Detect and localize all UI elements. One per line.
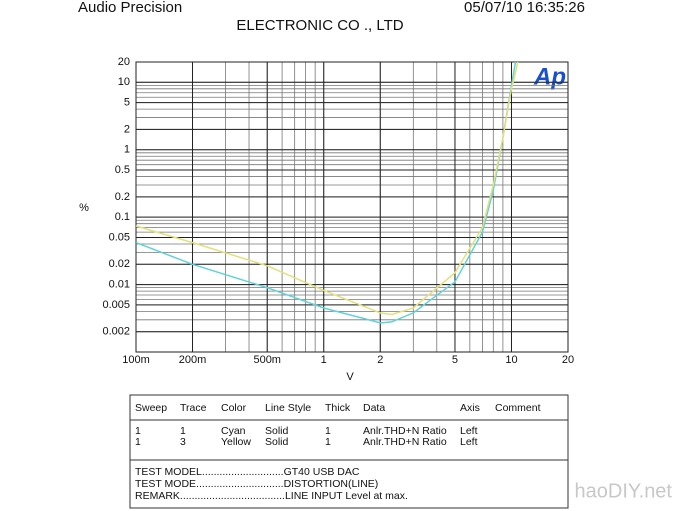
y-tick-label: 0.2 xyxy=(115,191,130,203)
table-cell: 3 xyxy=(180,436,186,448)
y-tick-label: 0.05 xyxy=(109,231,130,243)
x-tick-label: 2 xyxy=(377,354,383,366)
table-header: Axis xyxy=(460,402,480,414)
table-cell: 1 xyxy=(325,436,331,448)
table-cell: Solid xyxy=(265,425,289,437)
x-tick-label: 1 xyxy=(321,354,327,366)
table-cell: Yellow xyxy=(221,436,251,448)
trace xyxy=(135,61,519,316)
y-axis-label: % xyxy=(79,202,89,214)
note: TEST MODE..............................D… xyxy=(135,478,378,490)
plot-border xyxy=(135,61,569,353)
table-cell: Anlr.THD+N Ratio xyxy=(363,425,447,437)
table-cell: 1 xyxy=(135,436,141,448)
x-tick-label: 10 xyxy=(505,354,517,366)
y-tick-label: 0.01 xyxy=(109,278,130,290)
y-tick-label: 0.002 xyxy=(102,326,130,338)
x-tick-label: 20 xyxy=(562,354,574,366)
table-header: Sweep xyxy=(135,402,167,414)
table-header: Trace xyxy=(180,402,207,414)
y-tick-label: 0.005 xyxy=(102,299,130,311)
table-cell: 1 xyxy=(135,425,141,437)
y-tick-label: 2 xyxy=(124,123,130,135)
legend-table: Sweep Trace Color Line Style Thick Data Axis Co… xyxy=(129,394,569,509)
header-left: Audio Precision xyxy=(78,0,182,16)
y-tick-label: 0.5 xyxy=(115,164,130,176)
table-header: Comment xyxy=(495,402,541,414)
table-header: Line Style xyxy=(265,402,311,414)
table-border xyxy=(129,394,569,509)
table-cell: Left xyxy=(460,436,478,448)
table-cell: 1 xyxy=(180,425,186,437)
x-tick-label: 5 xyxy=(452,354,458,366)
x-axis-label: V xyxy=(346,371,354,383)
table-cell: Cyan xyxy=(221,425,246,437)
table-header: Data xyxy=(363,402,385,414)
y-tick-label: 10 xyxy=(118,76,130,88)
y-tick-label: 1 xyxy=(124,144,130,156)
logo: Ap xyxy=(533,63,566,90)
table-cell: 1 xyxy=(325,425,331,437)
note: REMARK..................................… xyxy=(135,490,408,502)
header-right: 05/07/10 16:35:26 xyxy=(464,0,585,16)
y-tick-label: 5 xyxy=(124,97,130,109)
x-tick-label: 200m xyxy=(179,354,207,366)
table-cell: Anlr.THD+N Ratio xyxy=(363,436,447,448)
x-tick-label: 100m xyxy=(122,354,150,366)
table-header: Thick xyxy=(325,402,351,414)
header-center: ELECTRONIC CO ., LTD xyxy=(236,17,403,34)
y-tick-label: 20 xyxy=(118,56,130,68)
watermark: haoDIY.net xyxy=(575,480,673,502)
table-cell: Left xyxy=(460,425,478,437)
x-tick-label: 500m xyxy=(253,354,281,366)
y-tick-label: 0.02 xyxy=(109,258,130,270)
table-header: Color xyxy=(221,402,247,414)
table-cell: Solid xyxy=(265,436,289,448)
note: TEST MODEL............................GT… xyxy=(135,466,360,478)
y-tick-label: 0.1 xyxy=(115,211,130,223)
